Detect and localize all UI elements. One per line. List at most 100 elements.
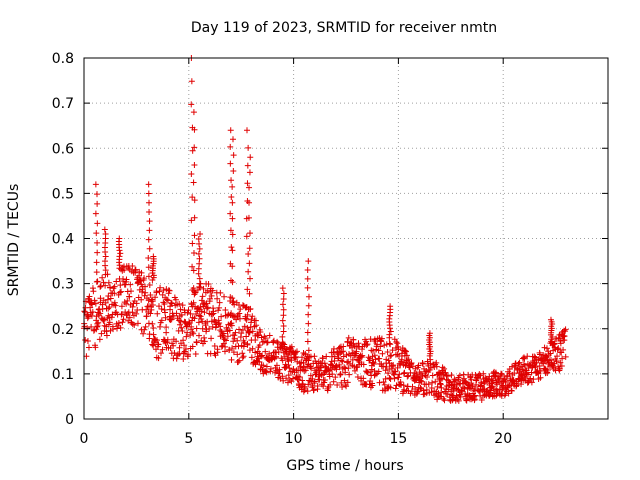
data-point [106, 319, 113, 326]
data-point [417, 384, 424, 391]
data-point [190, 109, 197, 116]
data-point [141, 326, 148, 333]
data-point [177, 318, 184, 325]
data-point [158, 350, 165, 357]
data-point [191, 214, 198, 221]
data-point [112, 302, 119, 309]
data-point [344, 359, 351, 366]
data-point [156, 323, 163, 330]
data-point [267, 365, 274, 372]
data-point [285, 361, 292, 368]
data-point [279, 373, 286, 380]
data-point [343, 383, 350, 390]
data-point [167, 306, 174, 313]
data-point [117, 289, 124, 296]
data-point [155, 303, 162, 310]
data-point [390, 362, 397, 369]
data-point [224, 333, 231, 340]
data-point [432, 378, 439, 385]
data-point [262, 335, 269, 342]
data-point [381, 342, 388, 349]
data-point [192, 350, 199, 357]
data-point [305, 381, 312, 388]
data-point [231, 313, 238, 320]
data-point [133, 310, 140, 317]
data-point [178, 340, 185, 347]
data-point [229, 263, 236, 270]
data-point [201, 309, 208, 316]
data-point [239, 327, 246, 334]
data-point [123, 276, 130, 283]
data-point [524, 353, 531, 360]
data-point [97, 283, 104, 290]
data-point [375, 347, 382, 354]
data-point [243, 233, 250, 240]
data-point [472, 387, 479, 394]
data-point [286, 365, 293, 372]
data-point [414, 388, 421, 395]
data-point [170, 342, 177, 349]
data-point [387, 353, 394, 360]
data-point [127, 281, 134, 288]
data-point [369, 382, 376, 389]
data-point [200, 285, 207, 292]
data-point [561, 333, 568, 340]
data-point [101, 226, 108, 233]
data-point [320, 383, 327, 390]
data-point [247, 275, 254, 282]
data-point [329, 371, 336, 378]
data-point [243, 316, 250, 323]
data-point [252, 349, 259, 356]
data-point [149, 320, 156, 327]
data-point [210, 310, 217, 317]
data-point [191, 315, 198, 322]
data-point [305, 311, 312, 318]
data-point [215, 317, 222, 324]
data-point [324, 387, 331, 394]
data-point [181, 342, 188, 349]
data-point [193, 325, 200, 332]
data-point [120, 278, 127, 285]
data-point [438, 384, 445, 391]
data-point [234, 337, 241, 344]
data-point [249, 345, 256, 352]
data-point [244, 324, 251, 331]
data-point [94, 249, 101, 256]
data-point [387, 328, 394, 335]
data-point [176, 344, 183, 351]
data-point [502, 378, 509, 385]
data-point [202, 322, 209, 329]
y-tick-label: 0.1 [52, 367, 74, 383]
data-point [107, 284, 114, 291]
data-point [331, 353, 338, 360]
data-point [150, 342, 157, 349]
data-point [146, 227, 153, 234]
data-point [229, 295, 236, 302]
data-point [145, 181, 152, 188]
data-point [263, 363, 270, 370]
data-point [304, 388, 311, 395]
data-point [93, 278, 100, 285]
data-point [537, 374, 544, 381]
data-point [406, 364, 413, 371]
data-point [332, 374, 339, 381]
data-point [246, 260, 253, 267]
data-point [401, 369, 408, 376]
data-point [196, 283, 203, 290]
data-point [323, 353, 330, 360]
data-point [166, 287, 173, 294]
data-point [240, 343, 247, 350]
data-point [461, 375, 468, 382]
data-point [396, 371, 403, 378]
data-point [475, 387, 482, 394]
data-point [236, 310, 243, 317]
data-point [518, 372, 525, 379]
data-point [235, 343, 242, 350]
data-point [241, 323, 248, 330]
data-point [403, 348, 410, 355]
data-point [258, 353, 265, 360]
data-point [116, 253, 123, 260]
data-point [505, 390, 512, 397]
data-point [444, 391, 451, 398]
data-point [189, 194, 196, 201]
